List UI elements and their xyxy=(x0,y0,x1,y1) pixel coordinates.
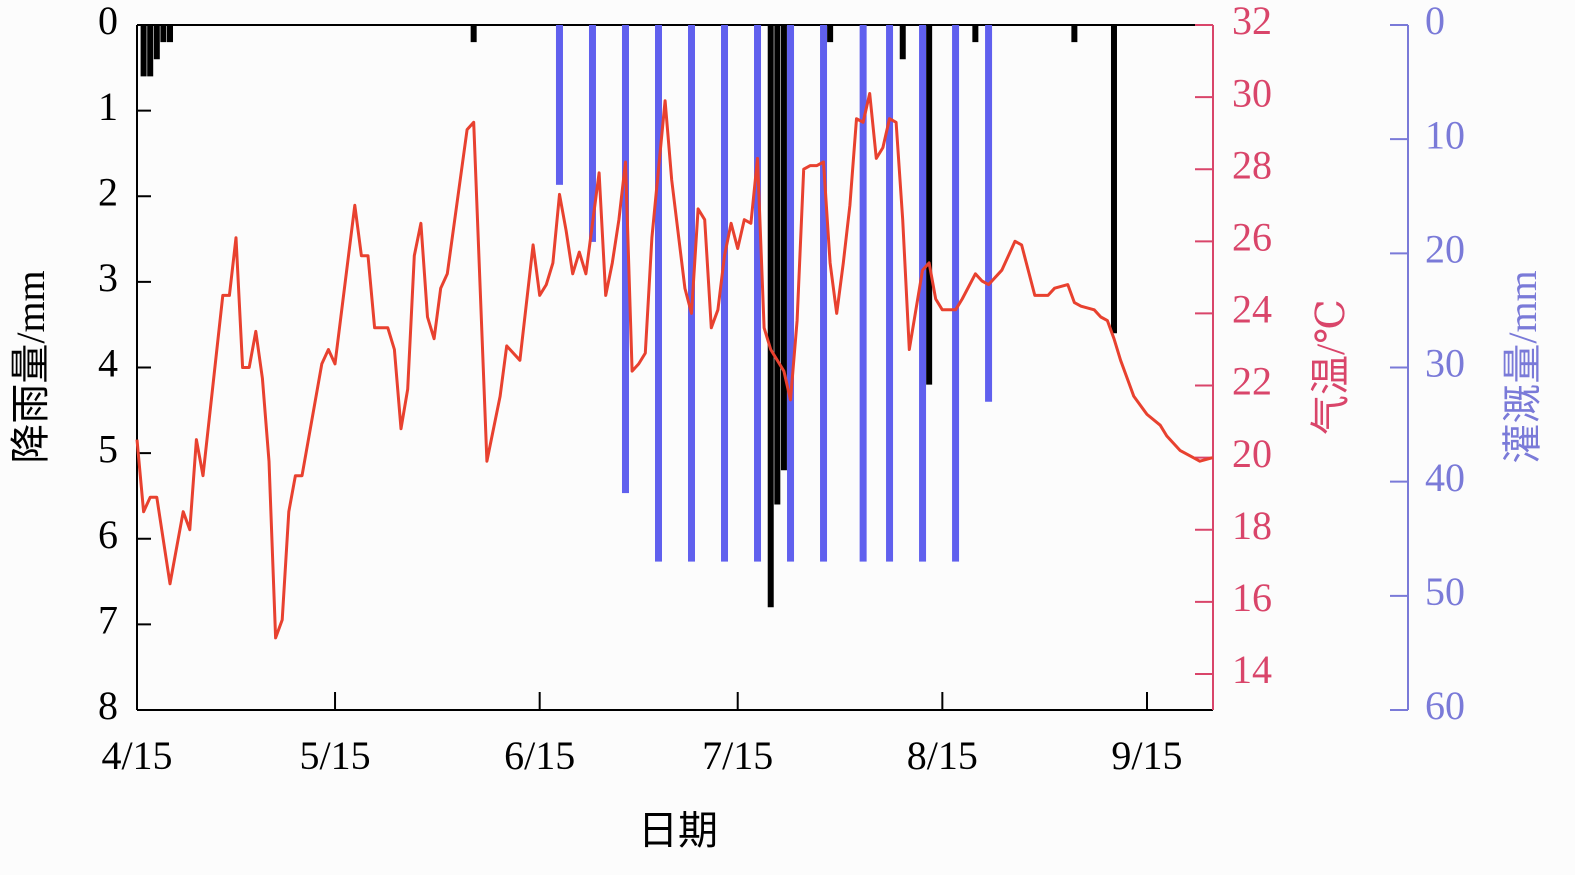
y2-tick-label: 22 xyxy=(1232,359,1272,404)
y3-tick-label: 10 xyxy=(1425,112,1465,157)
y2-tick-label: 26 xyxy=(1232,214,1272,259)
rain-bar xyxy=(153,25,160,60)
irrigation-bar xyxy=(787,25,795,562)
rain-bar xyxy=(147,25,154,77)
y2-tick-label: 18 xyxy=(1232,503,1272,548)
y-axis-title: 降雨量/mm xyxy=(8,270,53,463)
irrigation-bar xyxy=(621,25,629,494)
x-tick-label: 7/15 xyxy=(702,733,773,778)
y2-tick-label: 16 xyxy=(1232,575,1272,620)
y-tick-label: 6 xyxy=(98,512,118,557)
irrigation-bar xyxy=(721,25,729,562)
rain-bar xyxy=(972,25,979,43)
rain-bar xyxy=(827,25,834,43)
rain-bar xyxy=(1110,25,1117,334)
y2-tick-label: 14 xyxy=(1232,647,1272,692)
irrigation-bar xyxy=(859,25,867,562)
y3-tick-label: 60 xyxy=(1425,683,1465,728)
x-tick-label: 5/15 xyxy=(299,733,370,778)
irrigation-bar xyxy=(654,25,662,562)
y2-tick-label: 28 xyxy=(1232,142,1272,187)
y-tick-label: 0 xyxy=(98,0,118,43)
y3-tick-label: 0 xyxy=(1425,0,1445,43)
x-tick-label: 6/15 xyxy=(504,733,575,778)
y-tick-label: 3 xyxy=(98,255,118,300)
rain-bar xyxy=(470,25,477,43)
rain-bar xyxy=(160,25,167,43)
rain-bar xyxy=(926,25,933,385)
y2-axis-title: 气温/℃ xyxy=(1308,299,1353,435)
rain-bar xyxy=(780,25,787,471)
irrigation-bar xyxy=(555,25,563,185)
x-tick-label: 8/15 xyxy=(907,733,978,778)
rain-bar xyxy=(1071,25,1078,43)
irrigation-bar xyxy=(886,25,894,562)
y-tick-label: 8 xyxy=(98,683,118,728)
y2-tick-label: 24 xyxy=(1232,287,1272,332)
rain-bar xyxy=(774,25,781,505)
x-tick-label: 4/15 xyxy=(101,733,172,778)
irrigation-bar xyxy=(754,25,762,562)
irrigation-bar xyxy=(919,25,927,562)
rain-bar xyxy=(767,25,774,608)
rain-bar xyxy=(167,25,174,43)
y2-tick-label: 32 xyxy=(1232,0,1272,43)
irrigation-bar xyxy=(952,25,960,562)
y-tick-label: 5 xyxy=(98,426,118,471)
temperature-line xyxy=(135,92,1214,640)
y3-tick-label: 30 xyxy=(1425,341,1465,386)
y-tick-label: 7 xyxy=(98,598,118,643)
irrigation-bar xyxy=(820,25,828,562)
y3-tick-label: 20 xyxy=(1425,227,1465,272)
irrigation-bar xyxy=(985,25,993,402)
irrigation-bar xyxy=(588,25,596,242)
y-tick-label: 2 xyxy=(98,169,118,214)
y-tick-label: 1 xyxy=(98,84,118,129)
y3-tick-label: 50 xyxy=(1425,569,1465,614)
y2-tick-label: 30 xyxy=(1232,70,1272,115)
y2-tick-label: 20 xyxy=(1232,431,1272,476)
x-tick-label: 9/15 xyxy=(1111,733,1182,778)
rain-bar xyxy=(899,25,906,60)
y-tick-label: 4 xyxy=(98,341,118,386)
rain-bar xyxy=(140,25,147,77)
y3-tick-label: 40 xyxy=(1425,455,1465,500)
x-axis-title: 日期 xyxy=(638,808,718,853)
y3-axis-title: 灌溉量/mm xyxy=(1500,270,1545,463)
